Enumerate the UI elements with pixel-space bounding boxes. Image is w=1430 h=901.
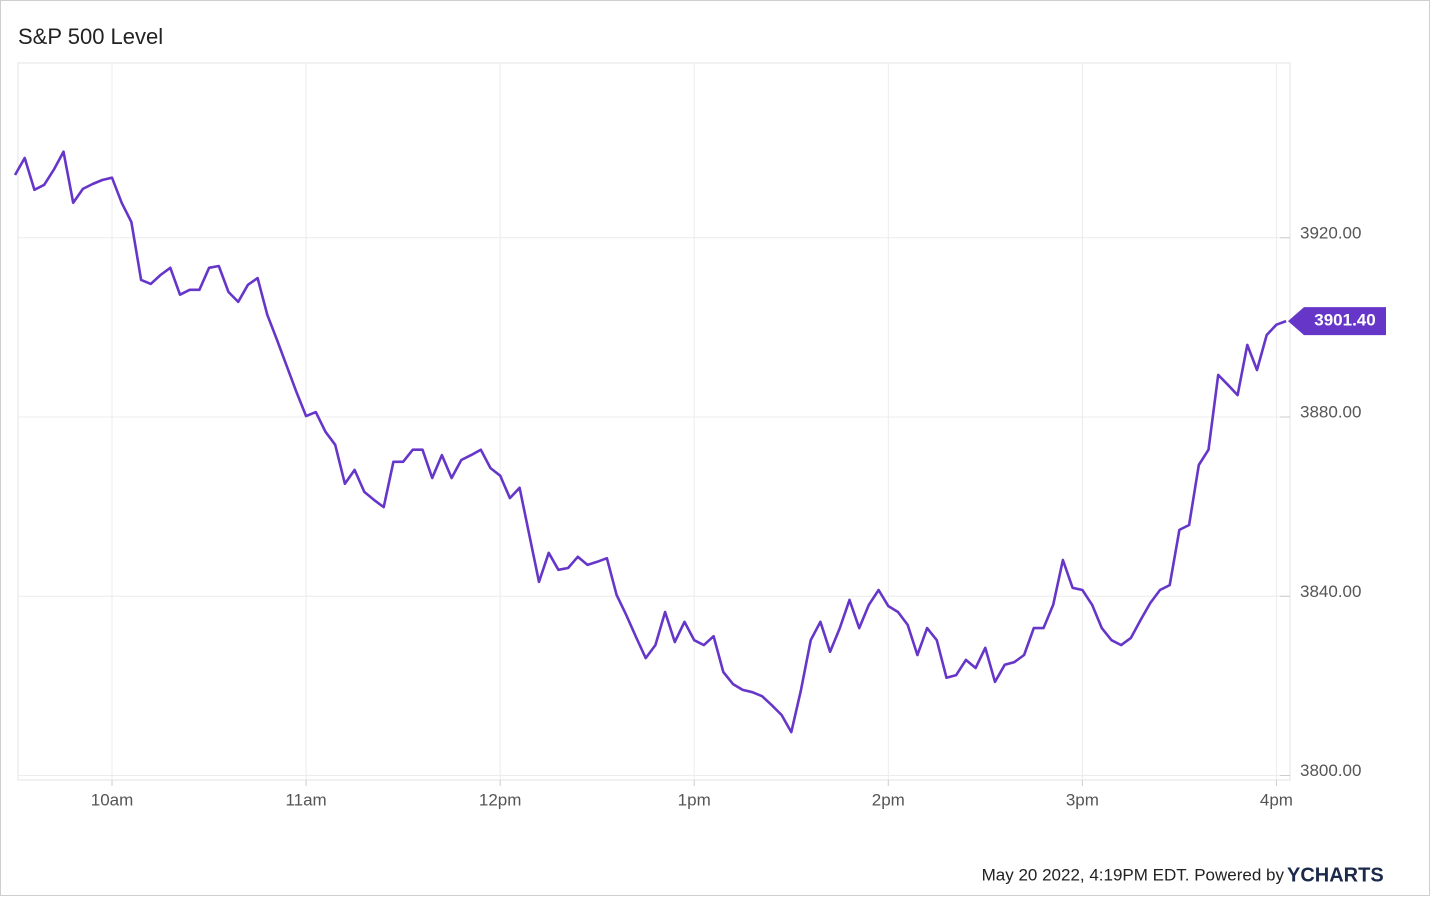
- last-value-badge: [1288, 307, 1386, 336]
- x-tick-label: 10am: [91, 790, 134, 809]
- y-tick-label: 3800.00: [1300, 761, 1361, 780]
- x-tick-label: 12pm: [479, 790, 522, 809]
- footer-text: May 20 2022, 4:19PM EDT. Powered by: [982, 865, 1285, 884]
- y-tick-label: 3880.00: [1300, 403, 1361, 422]
- x-tick-label: 3pm: [1066, 790, 1099, 809]
- chart-title: S&P 500 Level: [18, 24, 163, 49]
- y-tick-label: 3920.00: [1300, 223, 1361, 242]
- y-tick-label: 3840.00: [1300, 582, 1361, 601]
- x-tick-label: 2pm: [872, 790, 905, 809]
- x-tick-label: 1pm: [678, 790, 711, 809]
- x-tick-label: 11am: [285, 790, 326, 809]
- price-line: [13, 150, 1287, 734]
- last-value-label: 3901.40: [1314, 311, 1375, 330]
- footer-brand: YCHARTS: [1287, 864, 1384, 886]
- plot-frame: [17, 62, 1291, 781]
- x-tick-label: 4pm: [1260, 790, 1293, 809]
